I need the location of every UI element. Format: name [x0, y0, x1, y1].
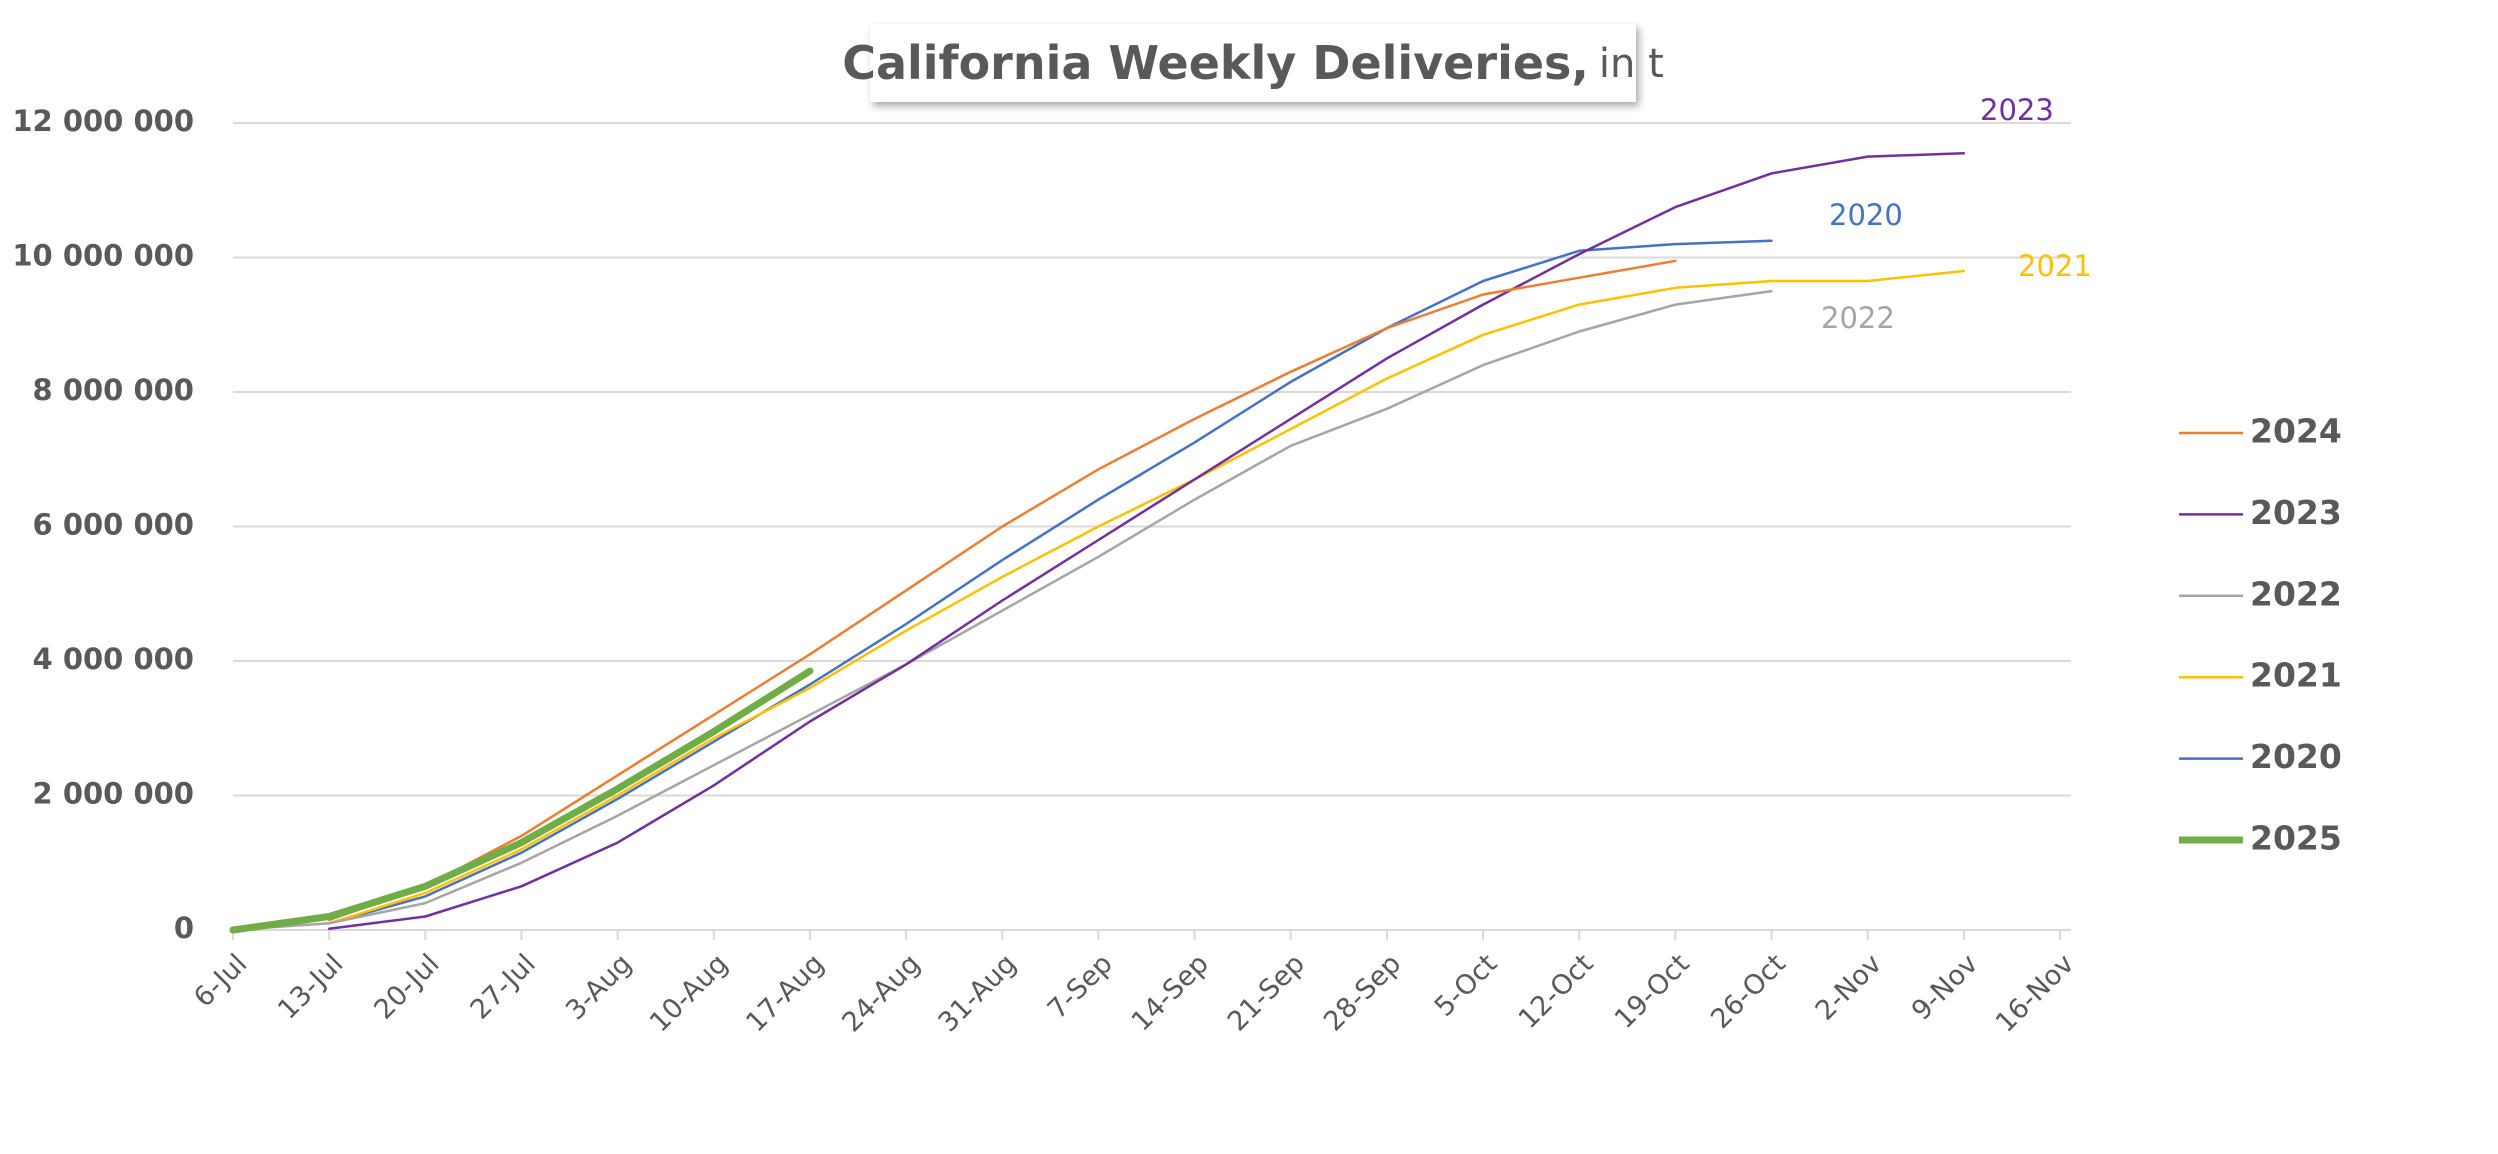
title-unit: in t [1599, 41, 1664, 87]
legend-label: 2024 [2250, 412, 2342, 451]
x-tick-label: 27-Jul [465, 948, 542, 1025]
y-tick-label: 12 000 000 [12, 104, 194, 138]
series-end-label: 2021 [2018, 249, 2092, 283]
x-tick-label: 5-Oct [1429, 948, 1504, 1023]
x-tick-label: 12-Oct [1513, 948, 1600, 1035]
x-tick-label: 31-Aug [933, 948, 1023, 1038]
series-line [327, 239, 1773, 925]
x-tick-label: 13-Jul [272, 948, 349, 1025]
title-box [870, 24, 1636, 102]
series-end-label: 2020 [1829, 198, 1903, 232]
x-tick-label: 19-Oct [1609, 948, 1696, 1035]
x-tick-label: 20-Jul [368, 948, 445, 1025]
series-line [231, 289, 1773, 932]
y-tick-label: 10 000 000 [12, 239, 194, 273]
x-tick-label: 7-Sep [1042, 948, 1119, 1025]
x-tick-label: 28-Sep [1318, 948, 1407, 1037]
x-tick-label: 6-Jul [188, 948, 253, 1013]
chart-title: California Weekly Deliveries, in t [842, 36, 1664, 90]
legend-label: 2021 [2250, 656, 2342, 695]
series-line [229, 667, 814, 934]
title-main: California Weekly Deliveries, [842, 36, 1589, 90]
x-tick-label: 10-Aug [644, 948, 734, 1038]
y-tick-label: 2 000 000 [33, 777, 194, 811]
series-line [327, 259, 1677, 922]
x-tick-label: 26-Oct [1705, 948, 1792, 1035]
series-line [327, 152, 1966, 930]
x-tick-label: 21-Sep [1222, 948, 1311, 1037]
x-tick-label: 3-Aug [560, 948, 638, 1026]
series-end-label: 2023 [1980, 93, 2054, 127]
x-tick-label: 2-Nov [1810, 948, 1888, 1026]
y-tick-label: 8 000 000 [33, 373, 194, 407]
series-end-label: 2022 [1821, 301, 1895, 335]
legend-label: 2023 [2250, 493, 2342, 532]
series-line [327, 269, 1966, 925]
y-tick-label: 6 000 000 [33, 508, 194, 542]
x-tick-label: 16-Nov [1990, 948, 2080, 1038]
y-tick-label: 0 [174, 911, 194, 945]
y-tick-label: 4 000 000 [33, 642, 194, 676]
legend-label: 2020 [2250, 737, 2342, 776]
legend-label: 2025 [2250, 819, 2342, 858]
x-tick-label: 14-Sep [1126, 948, 1215, 1037]
x-tick-label: 9-Nov [1906, 948, 1984, 1026]
x-tick-label: 17-Aug [740, 948, 830, 1038]
legend-label: 2022 [2250, 574, 2342, 613]
x-tick-label: 24-Aug [836, 948, 926, 1038]
